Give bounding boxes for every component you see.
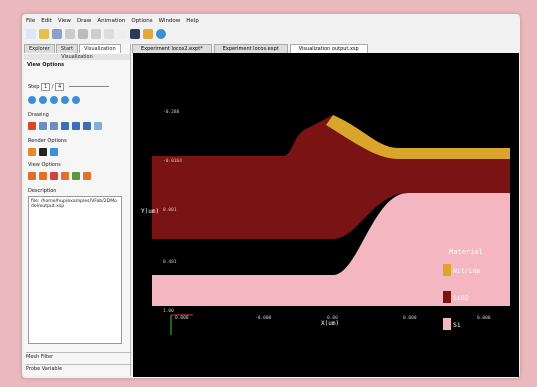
x-tick-label: 0.000: [403, 315, 417, 321]
y-tick-label: 0.001: [163, 207, 177, 213]
app-window: File Edit View Draw Animation Options Wi…: [22, 14, 520, 378]
legend-swatch: [443, 318, 451, 330]
play-button[interactable]: [72, 96, 80, 104]
section-label: Drawing: [28, 112, 49, 118]
icon-button[interactable]: [28, 148, 36, 156]
si-region: [152, 193, 510, 306]
view-icons: [28, 172, 91, 180]
footer-item[interactable]: Mesh Filter: [26, 352, 132, 360]
footer-item[interactable]: Probe Variable: [26, 364, 132, 372]
play-button[interactable]: [50, 96, 58, 104]
legend-swatch: [443, 291, 451, 303]
y-tick-label: -0.0164: [163, 158, 182, 164]
left-panel: Explorer Start Visualization Visualizati…: [24, 44, 134, 376]
icon-button[interactable]: [28, 172, 36, 180]
tool-button[interactable]: [65, 29, 75, 39]
menu-item[interactable]: View: [57, 18, 71, 24]
y-tick-label: 0.481: [163, 259, 177, 265]
play-button[interactable]: [61, 96, 69, 104]
icon-button[interactable]: [72, 172, 80, 180]
tab[interactable]: Explorer: [24, 44, 55, 53]
drawing-icons: [28, 122, 102, 130]
panel-tabs: Explorer Start Visualization: [24, 44, 130, 53]
x-tick-label: 0.00: [327, 315, 338, 321]
icon-button[interactable]: [83, 172, 91, 180]
menu-item[interactable]: Animation: [97, 18, 126, 24]
tool-button[interactable]: [52, 29, 62, 39]
description-box[interactable]: file: /home/hup/examples/VFab/2DModel/ou…: [28, 196, 122, 344]
y-tick-label: 1.00: [163, 308, 174, 314]
menu-item[interactable]: Window: [158, 18, 181, 24]
tool-button[interactable]: [117, 29, 127, 39]
icon-button[interactable]: [39, 122, 47, 130]
x-tick-label: -0.000: [255, 315, 272, 321]
section-header: View Options: [27, 62, 65, 68]
step-row: Step 1 / 4: [28, 83, 134, 91]
step-slider[interactable]: [68, 86, 109, 87]
tool-button[interactable]: [78, 29, 88, 39]
player-buttons: [28, 96, 80, 104]
legend-label: SiO2: [453, 294, 469, 302]
icon-button[interactable]: [50, 148, 58, 156]
step-total: 4: [55, 83, 65, 91]
document-tabs: Experiment locos2.expt* Experiment locos…: [132, 44, 520, 53]
tab[interactable]: Visualization output.xsp: [289, 44, 368, 53]
menu-item[interactable]: File: [26, 18, 36, 24]
icon-button[interactable]: [39, 172, 47, 180]
tool-button[interactable]: [26, 29, 36, 39]
icon-button[interactable]: [61, 122, 69, 130]
section-label: Description: [28, 188, 57, 194]
tab[interactable]: Experiment locos2.expt*: [132, 44, 212, 53]
icon-button[interactable]: [61, 172, 69, 180]
icon-button[interactable]: [50, 172, 58, 180]
document-area: Experiment locos2.expt* Experiment locos…: [132, 44, 520, 378]
icon-button[interactable]: [94, 122, 102, 130]
menu-item[interactable]: Edit: [41, 18, 52, 24]
icon-button[interactable]: [50, 122, 58, 130]
legend-label: Si: [453, 321, 461, 329]
x-tick-label: 0.000: [477, 315, 491, 321]
play-button[interactable]: [28, 96, 36, 104]
legend-label: Nitride: [453, 267, 480, 275]
icon-button[interactable]: [83, 122, 91, 130]
menu-bar: File Edit View Draw Animation Options Wi…: [26, 18, 199, 24]
icon-button[interactable]: [28, 122, 36, 130]
sio2-region: [152, 115, 510, 239]
section-label: Render Options: [28, 138, 67, 144]
tab[interactable]: Start: [55, 44, 79, 53]
tool-button[interactable]: [130, 29, 140, 39]
toolbar: [26, 29, 166, 39]
tool-button[interactable]: [39, 29, 49, 39]
x-tick-label: 0.000: [175, 315, 189, 321]
section-label: View Options: [28, 162, 61, 168]
tool-button[interactable]: [91, 29, 101, 39]
menu-item[interactable]: Draw: [76, 18, 92, 24]
tab[interactable]: Visualization: [79, 44, 121, 53]
tool-button[interactable]: [156, 29, 166, 39]
x-axis-label: X(um): [321, 320, 339, 327]
panel-title: Visualization: [24, 54, 130, 60]
tool-button[interactable]: [143, 29, 153, 39]
step-input[interactable]: 1: [40, 83, 51, 91]
legend-swatch: [443, 264, 451, 276]
menu-item[interactable]: Help: [186, 18, 199, 24]
icon-button[interactable]: [72, 122, 80, 130]
tool-button[interactable]: [104, 29, 114, 39]
menu-item[interactable]: Options: [131, 18, 153, 24]
icon-button[interactable]: [39, 148, 47, 156]
y-tick-label: -0.288: [163, 109, 180, 115]
tab[interactable]: Experiment locos.expt: [213, 44, 288, 53]
y-axis-label: Y(um): [141, 208, 159, 215]
step-separator: /: [51, 84, 54, 90]
step-label: Step: [28, 84, 40, 90]
nitride-region: [326, 115, 510, 159]
legend-title: Material: [449, 248, 483, 256]
render-icons: [28, 148, 58, 156]
play-button[interactable]: [39, 96, 47, 104]
